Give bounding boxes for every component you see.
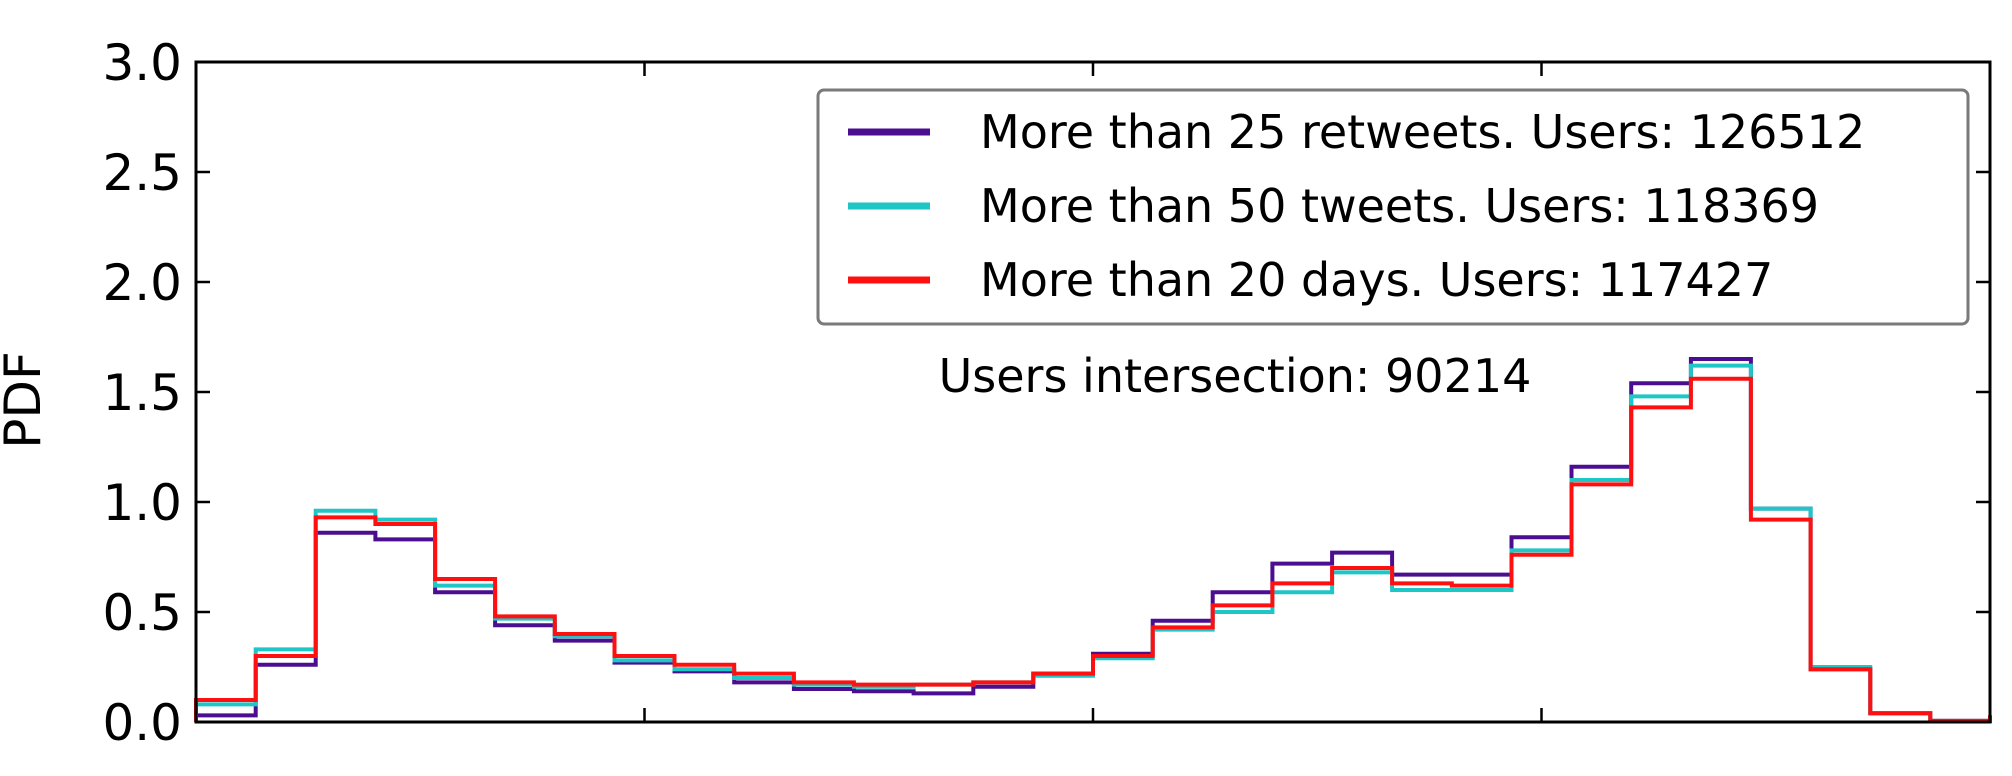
- legend: More than 25 retweets. Users: 126512 More…: [816, 88, 1970, 326]
- plot-area: [194, 357, 1992, 723]
- series-line-3: [194, 376, 1992, 723]
- intersection-annotation: Users intersection: 90214: [939, 349, 1532, 403]
- y-tick-label: 2.5: [102, 144, 182, 202]
- y-axis-label: PDF: [0, 351, 52, 448]
- legend-box: [816, 88, 1970, 326]
- y-tick-label: 2.0: [102, 254, 182, 312]
- legend-label: More than 25 retweets. Users: 126512: [980, 105, 1865, 159]
- y-tick-label: 3.0: [102, 34, 182, 92]
- legend-label: More than 50 tweets. Users: 118369: [980, 179, 1819, 233]
- x-ticks: [643, 62, 1543, 722]
- legend-label: More than 20 days. Users: 117427: [980, 253, 1773, 307]
- y-tick-label: 1.5: [102, 364, 182, 422]
- y-tick-label: 1.0: [102, 474, 182, 532]
- plot-frame: [194, 60, 1992, 724]
- y-tick-label: 0.0: [102, 694, 182, 752]
- y-ticks: 0.0 0.5 1.0 1.5 2.0 2.5 3.0: [102, 34, 1990, 752]
- y-tick-label: 0.5: [102, 584, 182, 642]
